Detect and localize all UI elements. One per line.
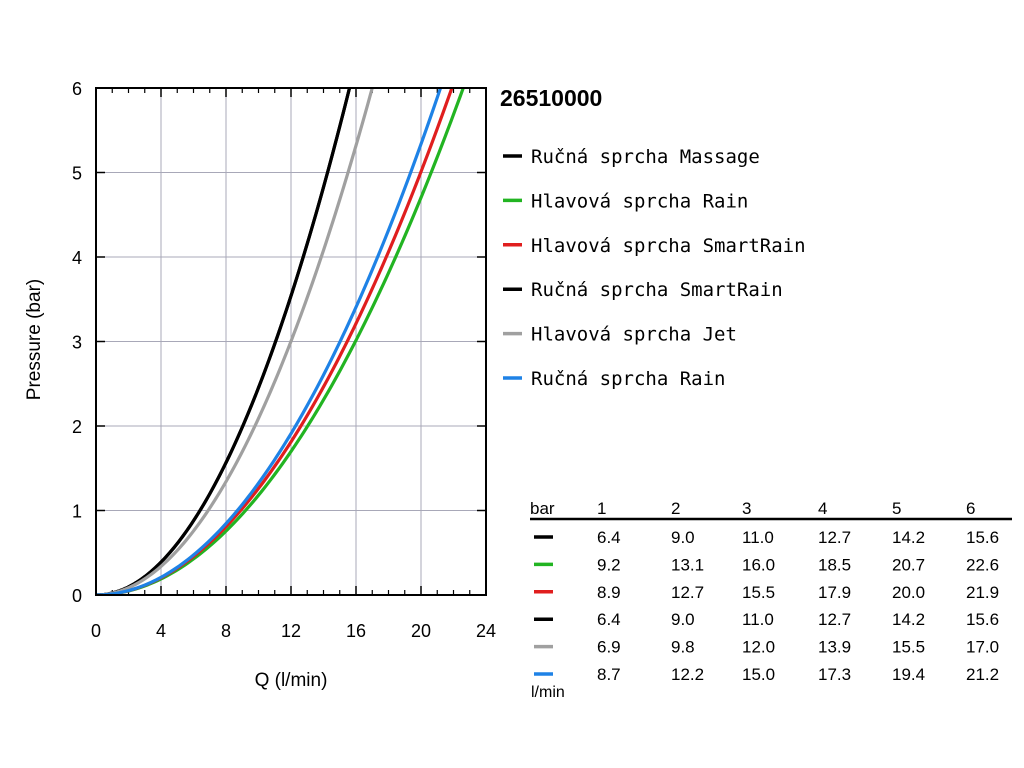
y-tick-label: 4 [72,248,82,268]
table-cell: 18.5 [818,555,851,574]
table-cell: 21.9 [966,583,999,602]
table-cell: 15.6 [966,528,999,547]
table-cell: 15.6 [966,610,999,629]
table-cell: 6.4 [597,610,621,629]
table-cell: 8.7 [597,665,621,684]
table-cell: 11.0 [742,528,774,547]
data-table: bar 1 2 3 4 5 6 6.4 9.0 11.0 12.7 14.2 15.6 9.2 13.1 16… [530,499,1012,701]
legend-label: Hlavová sprcha Rain [531,190,748,212]
table-unit-label: l/min [531,684,565,701]
table-cell: 21.2 [966,665,999,684]
legend-label: Hlavová sprcha Jet [531,324,737,346]
y-tick-label: 2 [72,417,82,437]
x-tick-label: 24 [476,621,496,641]
table-cell: 14.2 [892,528,925,547]
table-cell: 8.9 [597,583,621,602]
series-curve-4 [96,88,374,595]
table-cell: 12.0 [742,638,775,657]
table-column-header: 2 [671,499,680,518]
table-cell: 15.5 [892,638,925,657]
table-cell: 16.0 [742,555,775,574]
legend: Ručná sprcha Massage Hlavová sprcha Rain H… [503,146,806,390]
table-cell: 13.9 [818,638,851,657]
legend-label: Ručná sprcha SmartRain [531,279,783,301]
y-axis-title: Pressure (bar) [24,279,45,400]
table-cell: 11.0 [742,610,774,629]
table-cell: 6.4 [597,528,621,547]
curve-layer [96,88,465,595]
x-tick-label: 16 [346,621,366,641]
y-tick-label: 0 [72,586,82,606]
series-curve-5 [96,88,443,595]
table-cell: 13.1 [671,555,704,574]
x-tick-label: 12 [281,621,301,641]
table-cell: 17.9 [818,583,851,602]
table-cell: 9.0 [671,610,695,629]
y-tick-label: 5 [72,164,82,184]
legend-label: Hlavová sprcha SmartRain [531,235,806,257]
table-cell: 9.0 [671,528,695,547]
table-cell: 9.2 [597,555,621,574]
x-tick-label: 20 [411,621,431,641]
table-cell: 20.0 [892,583,925,602]
table-cell: 9.8 [671,638,695,657]
table-cell: 20.7 [892,555,925,574]
table-column-header: 6 [966,499,975,518]
table-cell: 19.4 [892,665,925,684]
table-column-header: 5 [892,499,901,518]
table-cell: 6.9 [597,638,621,657]
y-tick-label: 1 [72,502,82,522]
table-cell: 12.2 [671,665,704,684]
table-cell: 22.6 [966,555,999,574]
x-axis-title: Q (l/min) [255,670,328,691]
table-column-header: 4 [818,499,827,518]
chart-title: 26510000 [500,85,602,111]
table-cell: 14.2 [892,610,925,629]
table-cell: 17.3 [818,665,851,684]
legend-label: Ručná sprcha Rain [531,368,725,390]
legend-label: Ručná sprcha Massage [531,146,760,168]
table-cell: 12.7 [671,583,704,602]
table-column-header: 3 [742,499,751,518]
y-tick-label: 6 [72,79,82,99]
y-tick-label: 3 [72,333,82,353]
table-cell: 12.7 [818,610,851,629]
plot-frame [95,87,487,596]
x-tick-label: 8 [221,621,231,641]
x-tick-label: 4 [156,621,166,641]
table-column-header: 1 [597,499,606,518]
table-cell: 17.0 [966,638,999,657]
table-cell: 15.5 [742,583,775,602]
table-cell: 12.7 [818,528,851,547]
x-tick-label: 0 [91,621,101,641]
table-cell: 15.0 [742,665,775,684]
table-header-label: bar [530,499,555,518]
